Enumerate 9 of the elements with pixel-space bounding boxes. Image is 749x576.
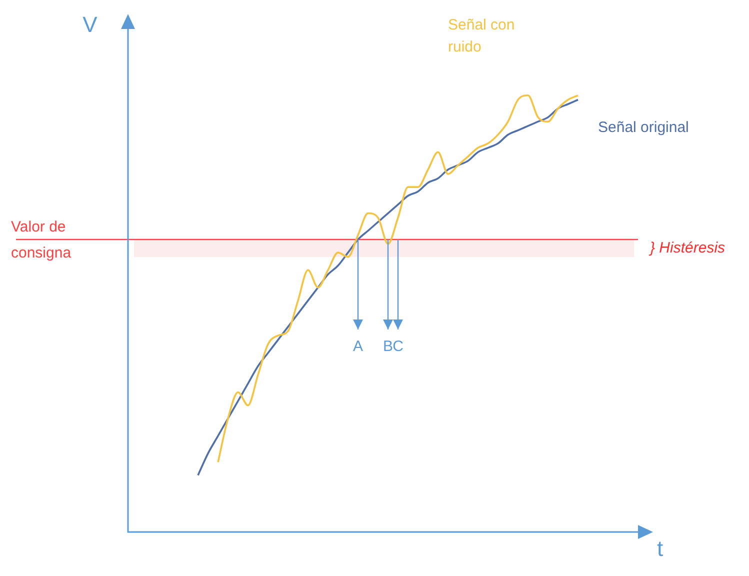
band-label: } Histéresis xyxy=(648,239,726,256)
text: Señal con ruido xyxy=(448,16,515,56)
x-axis-title: t xyxy=(656,536,664,562)
annotation: C xyxy=(392,338,404,356)
annotation: B xyxy=(382,338,394,356)
ref-line-label: Valor de consigna xyxy=(11,218,72,262)
annotation: A xyxy=(352,338,364,356)
y-axis-title: V xyxy=(82,12,98,38)
series-label: Señal original xyxy=(598,118,689,136)
